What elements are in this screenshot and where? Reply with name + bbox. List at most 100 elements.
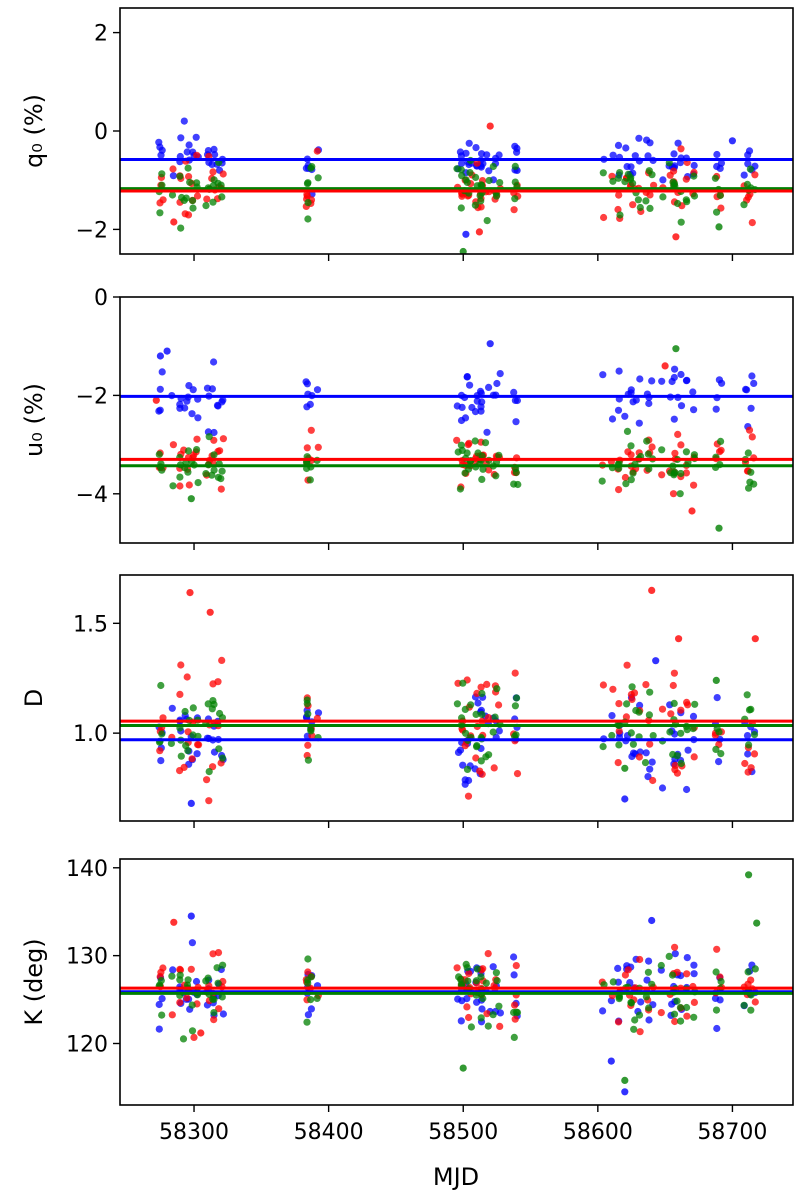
plot-area xyxy=(120,871,793,1096)
green-point xyxy=(217,181,225,189)
blue-point xyxy=(690,406,698,414)
red-point xyxy=(642,681,650,689)
green-point xyxy=(658,446,666,454)
green-point xyxy=(205,433,213,441)
blue-point xyxy=(646,139,654,147)
green-point xyxy=(219,754,227,762)
red-point xyxy=(176,690,184,699)
red-point xyxy=(183,673,191,681)
red-point xyxy=(168,1011,176,1019)
green-point xyxy=(304,756,312,764)
red-point xyxy=(675,635,683,643)
red-point xyxy=(495,701,503,709)
blue-point xyxy=(192,133,200,141)
red-point xyxy=(169,165,177,173)
red-point xyxy=(177,661,185,669)
green-point xyxy=(218,193,226,201)
green-point xyxy=(627,442,635,450)
blue-point xyxy=(715,758,723,766)
blue-point xyxy=(155,1000,163,1009)
green-point xyxy=(476,192,484,200)
blue-point xyxy=(747,404,755,412)
red-point xyxy=(159,964,167,972)
red-point xyxy=(511,669,519,677)
green-point xyxy=(492,969,500,977)
blue-point xyxy=(670,150,678,158)
red-point xyxy=(193,151,201,159)
red-point xyxy=(170,918,178,926)
green-point xyxy=(682,448,691,456)
blue-point xyxy=(156,406,164,414)
green-point xyxy=(179,1035,188,1043)
green-point xyxy=(303,180,312,188)
blue-point xyxy=(456,746,465,754)
blue-point xyxy=(302,378,310,386)
blue-point xyxy=(607,1057,615,1065)
green-point xyxy=(176,976,184,984)
green-point xyxy=(304,979,312,987)
red-point xyxy=(156,747,164,755)
red-point xyxy=(176,965,184,974)
green-point xyxy=(674,199,682,208)
green-point xyxy=(471,201,479,209)
green-point xyxy=(304,710,312,718)
green-point xyxy=(209,198,217,206)
green-point xyxy=(690,451,699,459)
red-point xyxy=(713,945,721,953)
green-point xyxy=(609,177,617,185)
red-point xyxy=(215,1005,223,1013)
green-point xyxy=(670,471,678,479)
green-point xyxy=(630,1025,638,1033)
blue-point xyxy=(458,159,466,167)
red-point xyxy=(745,426,754,434)
y-tick-label: 1.0 xyxy=(73,722,108,747)
green-point xyxy=(644,968,653,976)
red-point xyxy=(186,589,194,597)
green-point xyxy=(646,688,654,696)
green-point xyxy=(479,994,487,1003)
green-point xyxy=(184,747,192,755)
green-point xyxy=(668,971,677,979)
green-point xyxy=(485,176,493,185)
blue-point xyxy=(193,750,201,758)
green-point xyxy=(177,224,185,232)
red-point xyxy=(476,767,484,775)
green-point xyxy=(712,745,720,754)
green-point xyxy=(649,732,657,740)
red-point xyxy=(677,441,685,449)
green-point xyxy=(683,198,691,206)
green-point xyxy=(677,469,685,478)
blue-point xyxy=(713,694,721,702)
blue-point xyxy=(645,1016,653,1024)
red-point xyxy=(203,195,211,203)
red-point xyxy=(690,998,699,1007)
green-point xyxy=(621,1076,629,1084)
y-axis-label: D xyxy=(20,689,48,707)
green-point xyxy=(747,705,755,714)
blue-point xyxy=(677,370,685,379)
green-point xyxy=(478,689,486,698)
green-point xyxy=(155,450,163,458)
red-point xyxy=(184,211,193,219)
panel-4: 120 130 140 58300 58400 58500 58600 58700 K (deg… xyxy=(20,857,794,1145)
blue-point xyxy=(713,150,721,159)
green-point xyxy=(616,169,624,177)
red-point xyxy=(690,753,698,761)
green-point xyxy=(753,919,761,927)
green-point xyxy=(717,977,725,986)
green-point xyxy=(474,449,482,457)
green-point xyxy=(629,740,638,748)
green-point xyxy=(676,490,684,498)
red-point xyxy=(615,191,623,199)
green-point xyxy=(461,705,469,714)
green-point xyxy=(158,170,166,178)
blue-point xyxy=(614,964,622,973)
green-point xyxy=(213,964,221,972)
green-point xyxy=(303,696,311,704)
green-point xyxy=(215,745,223,753)
blue-point xyxy=(495,727,503,735)
green-point xyxy=(202,977,210,985)
green-point xyxy=(744,449,752,457)
blue-point xyxy=(180,117,188,125)
green-point xyxy=(496,179,504,187)
